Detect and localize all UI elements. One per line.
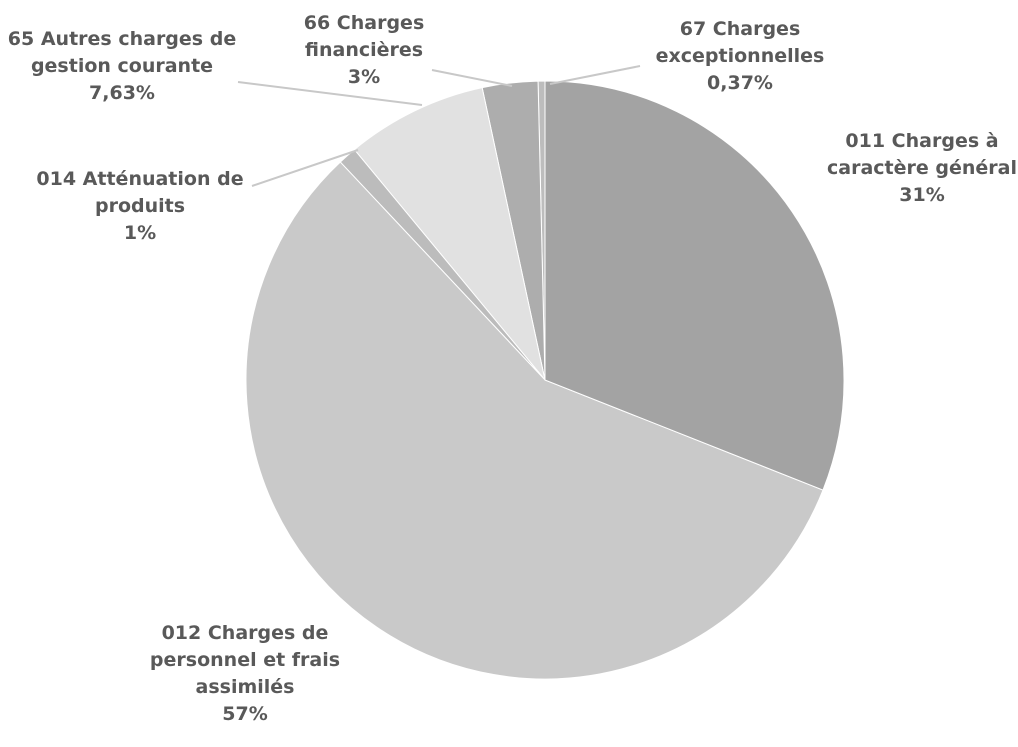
pie-slice bbox=[353, 87, 546, 381]
slice-percent: 31% bbox=[899, 184, 945, 206]
slice-percent: 3% bbox=[347, 66, 381, 88]
slice-percent: 1% bbox=[123, 222, 157, 244]
leader-line bbox=[237, 81, 423, 106]
data-label: 66 Charges financières 3% bbox=[289, 10, 439, 91]
slice-percent: 57% bbox=[222, 703, 268, 725]
slice-name: 65 Autres charges de gestion courante bbox=[7, 28, 237, 77]
slice-name: 011 Charges à caractère général bbox=[827, 130, 1017, 179]
data-label: 67 Charges exceptionnelles 0,37% bbox=[625, 16, 855, 97]
leader-line bbox=[431, 69, 513, 87]
data-label: 011 Charges à caractère général 31% bbox=[807, 128, 1018, 209]
data-label: 012 Charges de personnel et frais assimi… bbox=[140, 620, 350, 728]
leader-line bbox=[549, 65, 641, 85]
slice-name: 66 Charges financières bbox=[303, 12, 425, 61]
slice-name: 67 Charges exceptionnelles bbox=[655, 18, 825, 67]
slice-percent: 0,37% bbox=[707, 72, 773, 94]
pie-slice bbox=[245, 161, 824, 680]
leader-line bbox=[251, 149, 359, 187]
slice-percent: 7,63% bbox=[89, 82, 155, 104]
slice-name: 012 Charges de personnel et frais assimi… bbox=[149, 622, 341, 698]
data-label: 014 Atténuation de produits 1% bbox=[5, 166, 275, 247]
pie-slice bbox=[544, 80, 845, 491]
slice-name: 014 Atténuation de produits bbox=[36, 168, 244, 217]
data-label: 65 Autres charges de gestion courante 7,6… bbox=[0, 26, 252, 107]
